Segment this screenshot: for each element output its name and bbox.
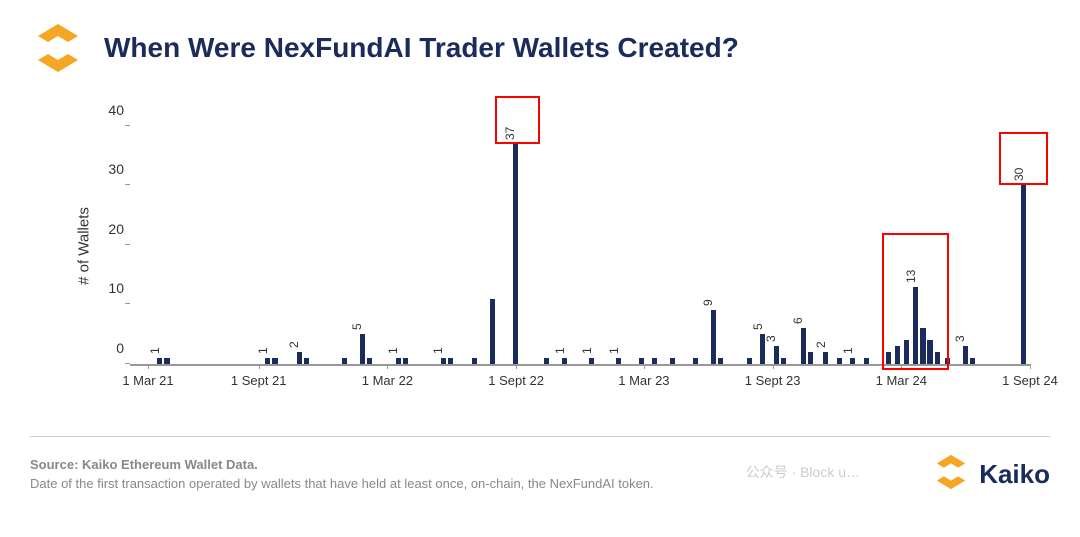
bar-value-label: 30 — [1012, 168, 1026, 181]
bar-value-label: 13 — [904, 269, 918, 282]
bar — [342, 358, 347, 364]
bar — [562, 358, 567, 364]
bar — [927, 340, 932, 364]
bar — [544, 358, 549, 364]
bar-value-label: 3 — [764, 335, 778, 342]
x-tick-label: 1 Sept 23 — [745, 373, 801, 388]
bar-value-label: 6 — [791, 318, 805, 325]
bar — [895, 346, 900, 364]
bar — [920, 328, 925, 364]
bar — [886, 352, 891, 364]
bar — [711, 310, 716, 364]
header: When Were NexFundAI Trader Wallets Creat… — [30, 20, 1050, 76]
x-tick-label: 1 Sept 22 — [488, 373, 544, 388]
bar-value-label: 1 — [431, 347, 445, 354]
bar — [396, 358, 401, 364]
bar — [367, 358, 372, 364]
bar — [801, 328, 806, 364]
bars-container: 1 1 2 5 1 1 37 1 1 1 9 5 3 6 2 1 13 3 30 — [130, 96, 1030, 364]
bar — [823, 352, 828, 364]
bar-value-label: 37 — [503, 126, 517, 139]
bar — [1021, 185, 1026, 364]
bar-value-label: 2 — [287, 341, 301, 348]
plot-area: 1125113711195362113330 010203040 1 Mar 2… — [130, 96, 1030, 366]
y-tick-label: 30 — [90, 161, 124, 177]
bar — [472, 358, 477, 364]
bar-value-label: 1 — [607, 347, 621, 354]
bar-value-label: 1 — [148, 347, 162, 354]
footer-logo: Kaiko — [931, 452, 1050, 497]
bar-value-label: 5 — [350, 324, 364, 331]
bar — [970, 358, 975, 364]
bar-value-label: 9 — [701, 300, 715, 307]
bar — [864, 358, 869, 364]
bar — [693, 358, 698, 364]
divider — [30, 436, 1050, 437]
bar-value-label: 1 — [841, 347, 855, 354]
bar — [904, 340, 909, 364]
y-tick-label: 20 — [90, 221, 124, 237]
bar — [774, 346, 779, 364]
bar — [913, 287, 918, 364]
x-tick-label: 1 Sept 24 — [1002, 373, 1058, 388]
y-tick-label: 0 — [90, 340, 124, 356]
source-text: Source: Kaiko Ethereum Wallet Data. Date… — [30, 456, 654, 492]
bar — [490, 299, 495, 365]
bar — [837, 358, 842, 364]
bar — [935, 352, 940, 364]
bar — [808, 352, 813, 364]
bar — [718, 358, 723, 364]
bar-value-label: 1 — [553, 347, 567, 354]
bar — [403, 358, 408, 364]
bar — [304, 358, 309, 364]
y-tick-label: 10 — [90, 280, 124, 296]
bar — [670, 358, 675, 364]
bar-value-label: 1 — [580, 347, 594, 354]
watermark: 公众号 · Block u… — [746, 462, 860, 482]
bar — [297, 352, 302, 364]
bar — [157, 358, 162, 364]
footer-logo-text: Kaiko — [979, 459, 1050, 490]
bar-value-label: 5 — [751, 324, 765, 331]
bar — [616, 358, 621, 364]
y-tick-label: 40 — [90, 102, 124, 118]
y-axis-label: # of Wallets — [75, 207, 92, 285]
bar — [265, 358, 270, 364]
bar — [781, 358, 786, 364]
bar-value-label: 3 — [953, 335, 967, 342]
kaiko-footer-icon — [931, 452, 971, 497]
x-tick-label: 1 Mar 23 — [618, 373, 669, 388]
bar — [589, 358, 594, 364]
bar — [164, 358, 169, 364]
bar — [441, 358, 446, 364]
x-tick-label: 1 Mar 24 — [876, 373, 927, 388]
bar — [448, 358, 453, 364]
x-tick-label: 1 Mar 22 — [362, 373, 413, 388]
chart-title: When Were NexFundAI Trader Wallets Creat… — [104, 32, 739, 64]
bar — [652, 358, 657, 364]
bar-value-label: 1 — [256, 347, 270, 354]
footer: Source: Kaiko Ethereum Wallet Data. Date… — [30, 452, 1050, 497]
kaiko-logo-icon — [30, 20, 86, 76]
source-desc: Date of the first transaction operated b… — [30, 476, 654, 491]
bar — [272, 358, 277, 364]
x-tick-label: 1 Mar 21 — [122, 373, 173, 388]
bar — [747, 358, 752, 364]
x-tick-label: 1 Sept 21 — [231, 373, 287, 388]
bar — [945, 358, 950, 364]
bar — [850, 358, 855, 364]
source-bold: Source: Kaiko Ethereum Wallet Data. — [30, 457, 258, 472]
bar-value-label: 1 — [386, 347, 400, 354]
bar-value-label: 2 — [814, 341, 828, 348]
bar — [513, 144, 518, 364]
bar — [360, 334, 365, 364]
chart: # of Wallets 1125113711195362113330 0102… — [100, 96, 1030, 396]
bar — [963, 346, 968, 364]
